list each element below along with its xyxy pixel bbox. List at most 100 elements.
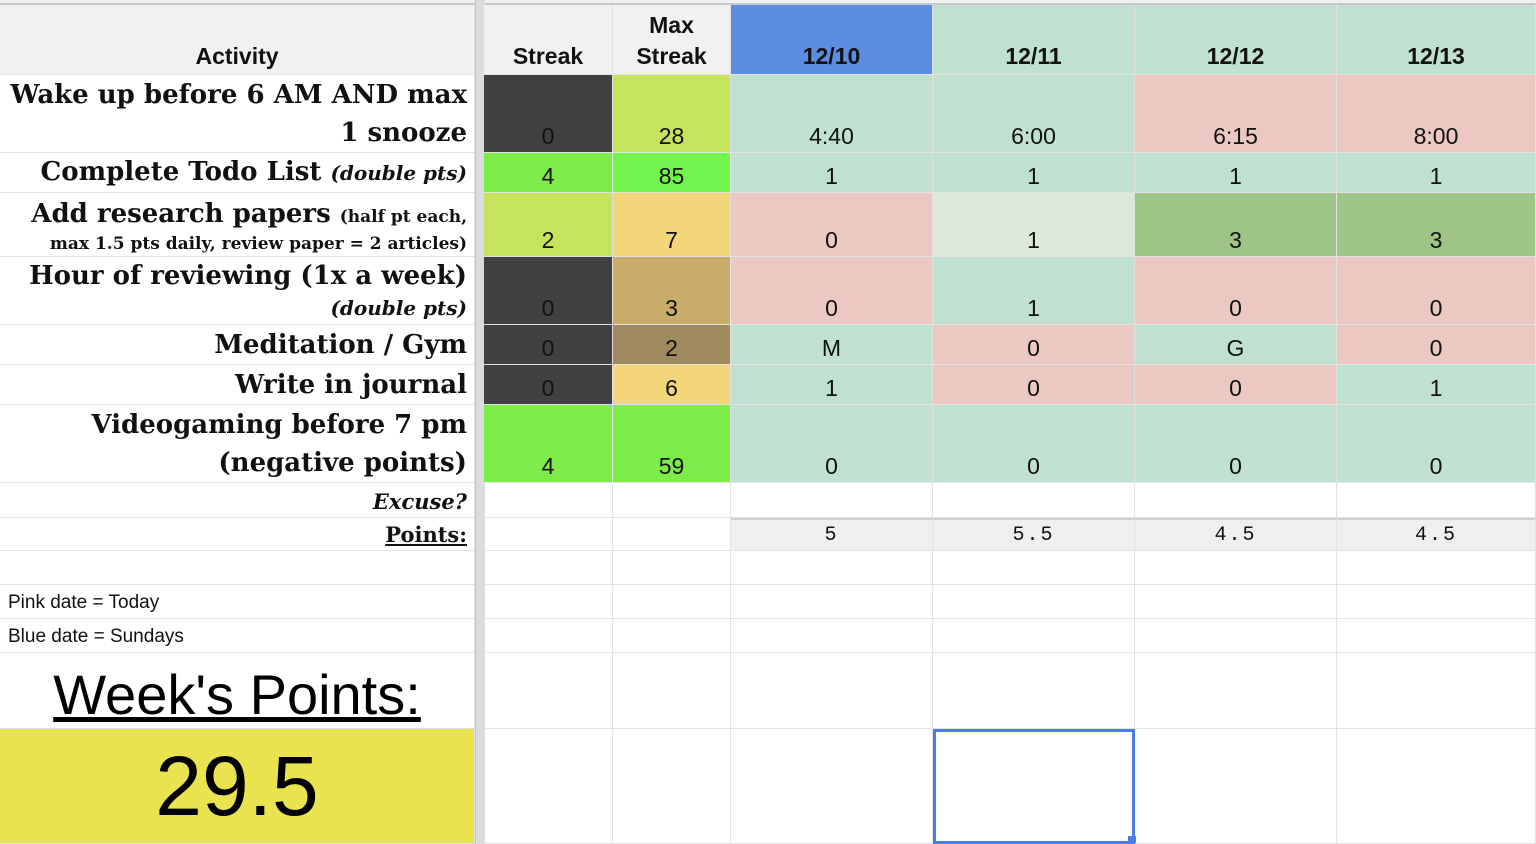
daily-points-cell[interactable]: 4.5 — [1337, 518, 1536, 551]
max-streak-cell[interactable]: 7 — [613, 193, 731, 257]
empty-cell[interactable] — [484, 729, 613, 844]
value-cell[interactable]: 0 — [1135, 405, 1337, 483]
activity-todo-list[interactable]: Complete Todo List (double pts) — [0, 153, 475, 193]
header-activity[interactable]: Activity — [0, 5, 475, 75]
empty-cell[interactable] — [484, 518, 613, 551]
value-cell[interactable]: 6:00 — [933, 75, 1135, 153]
value-cell[interactable]: M — [731, 325, 933, 365]
empty-cell[interactable] — [613, 551, 731, 585]
daily-points-cell[interactable]: 5 — [731, 518, 933, 551]
empty-cell[interactable] — [933, 619, 1135, 653]
activity-journal[interactable]: Write in journal — [0, 365, 475, 405]
value-cell[interactable]: 1 — [933, 153, 1135, 193]
empty-cell[interactable] — [1337, 551, 1536, 585]
excuse-cell[interactable] — [731, 483, 933, 518]
selection-fill-handle[interactable] — [1128, 836, 1136, 844]
value-cell[interactable]: 6:15 — [1135, 75, 1337, 153]
value-cell[interactable]: 0 — [731, 193, 933, 257]
daily-points-cell[interactable]: 5.5 — [933, 518, 1135, 551]
value-cell[interactable]: 1 — [731, 365, 933, 405]
excuse-cell[interactable] — [1337, 483, 1536, 518]
empty-cell[interactable] — [1337, 585, 1536, 619]
week-points-label[interactable]: Week's Points: — [0, 653, 475, 729]
empty-cell[interactable] — [933, 551, 1135, 585]
empty-cell[interactable] — [613, 619, 731, 653]
selected-cell[interactable] — [933, 729, 1135, 844]
excuse-label[interactable]: Excuse? — [0, 483, 475, 518]
value-cell[interactable]: 1 — [731, 153, 933, 193]
header-streak[interactable]: Streak — [484, 5, 613, 75]
value-cell[interactable]: 0 — [933, 365, 1135, 405]
empty-cell[interactable] — [613, 483, 731, 518]
streak-cell[interactable]: 0 — [484, 325, 613, 365]
empty-cell[interactable] — [731, 729, 933, 844]
value-cell[interactable]: 1 — [1337, 365, 1536, 405]
empty-cell[interactable] — [933, 585, 1135, 619]
value-cell[interactable]: 4:40 — [731, 75, 933, 153]
empty-cell[interactable] — [1135, 653, 1337, 729]
max-streak-cell[interactable]: 6 — [613, 365, 731, 405]
activity-wake-up[interactable]: Wake up before 6 AM AND max 1 snooze — [0, 75, 475, 153]
header-date-1[interactable]: 12/10 — [731, 5, 933, 75]
excuse-cell[interactable] — [1135, 483, 1337, 518]
empty-cell[interactable] — [731, 653, 933, 729]
empty-cell[interactable] — [731, 619, 933, 653]
value-cell[interactable]: 1 — [1135, 153, 1337, 193]
empty-cell[interactable] — [1135, 585, 1337, 619]
value-cell[interactable]: 0 — [1135, 257, 1337, 325]
max-streak-cell[interactable]: 2 — [613, 325, 731, 365]
empty-cell[interactable] — [1135, 619, 1337, 653]
value-cell[interactable]: 3 — [1337, 193, 1536, 257]
streak-cell[interactable]: 2 — [484, 193, 613, 257]
empty-cell[interactable] — [1337, 729, 1536, 844]
header-date-3[interactable]: 12/12 — [1135, 5, 1337, 75]
header-date-2[interactable]: 12/11 — [933, 5, 1135, 75]
value-cell[interactable]: G — [1135, 325, 1337, 365]
empty-cell[interactable] — [484, 483, 613, 518]
empty-cell[interactable] — [613, 518, 731, 551]
empty-cell[interactable] — [1337, 619, 1536, 653]
max-streak-cell[interactable]: 59 — [613, 405, 731, 483]
header-max-streak[interactable]: Max Streak — [613, 5, 731, 75]
frozen-column-divider[interactable] — [475, 0, 485, 844]
empty-cell[interactable] — [933, 653, 1135, 729]
value-cell[interactable]: 0 — [731, 257, 933, 325]
legend-pink[interactable]: Pink date = Today — [0, 585, 475, 619]
value-cell[interactable]: 0 — [933, 405, 1135, 483]
max-streak-cell[interactable]: 3 — [613, 257, 731, 325]
streak-cell[interactable]: 0 — [484, 257, 613, 325]
empty-cell[interactable] — [731, 551, 933, 585]
activity-videogaming[interactable]: Videogaming before 7 pm (negative points… — [0, 405, 475, 483]
activity-meditation-gym[interactable]: Meditation / Gym — [0, 325, 475, 365]
activity-reviewing[interactable]: Hour of reviewing (1x a week) (double pt… — [0, 257, 475, 325]
empty-cell[interactable] — [1135, 551, 1337, 585]
empty-cell[interactable] — [484, 551, 613, 585]
daily-points-cell[interactable]: 4.5 — [1135, 518, 1337, 551]
empty-cell[interactable] — [613, 653, 731, 729]
max-streak-cell[interactable]: 28 — [613, 75, 731, 153]
value-cell[interactable]: 0 — [731, 405, 933, 483]
points-label[interactable]: Points: — [0, 518, 475, 551]
empty-cell[interactable] — [0, 551, 475, 585]
value-cell[interactable]: 0 — [933, 325, 1135, 365]
empty-cell[interactable] — [613, 585, 731, 619]
value-cell[interactable]: 3 — [1135, 193, 1337, 257]
empty-cell[interactable] — [484, 653, 613, 729]
streak-cell[interactable]: 4 — [484, 153, 613, 193]
value-cell[interactable]: 0 — [1135, 365, 1337, 405]
streak-cell[interactable]: 0 — [484, 75, 613, 153]
streak-cell[interactable]: 0 — [484, 365, 613, 405]
empty-cell[interactable] — [1135, 729, 1337, 844]
value-cell[interactable]: 0 — [1337, 405, 1536, 483]
activity-research-papers[interactable]: Add research papers (half pt each, max 1… — [0, 193, 475, 257]
empty-cell[interactable] — [731, 585, 933, 619]
value-cell[interactable]: 1 — [933, 257, 1135, 325]
empty-cell[interactable] — [1337, 653, 1536, 729]
legend-blue[interactable]: Blue date = Sundays — [0, 619, 475, 653]
empty-cell[interactable] — [484, 619, 613, 653]
empty-cell[interactable] — [613, 729, 731, 844]
streak-cell[interactable]: 4 — [484, 405, 613, 483]
value-cell[interactable]: 0 — [1337, 325, 1536, 365]
excuse-cell[interactable] — [933, 483, 1135, 518]
max-streak-cell[interactable]: 85 — [613, 153, 731, 193]
